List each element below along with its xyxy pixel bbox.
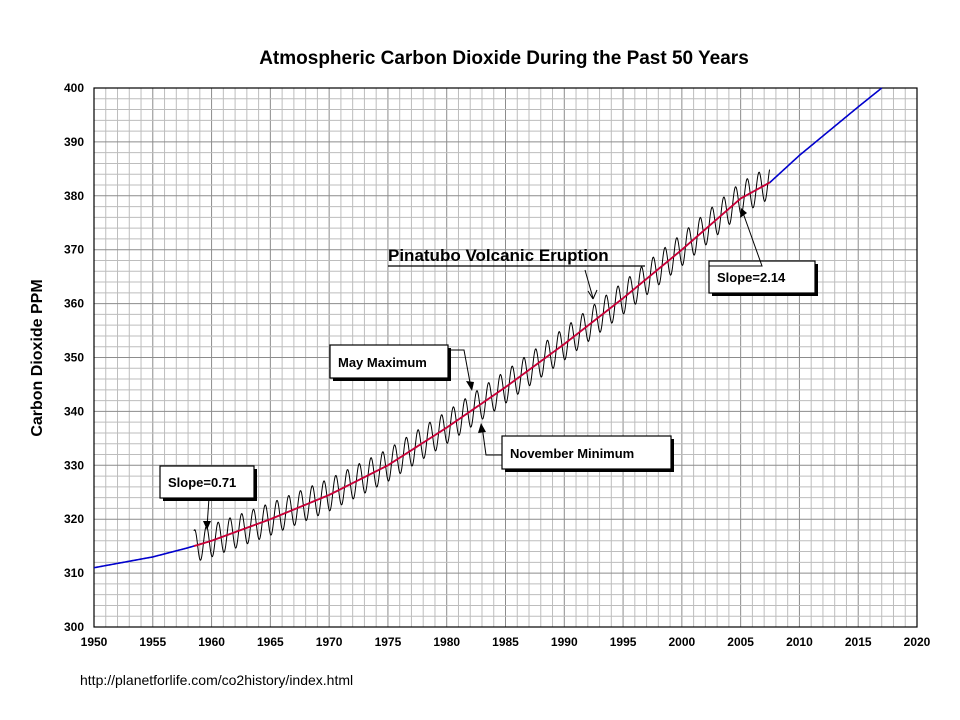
callout-may-maximum: May Maximum	[338, 355, 427, 370]
x-tick-label: 1955	[139, 635, 166, 649]
y-axis-label: Carbon Dioxide PPM	[29, 279, 46, 436]
callout-november-minimum: November Minimum	[510, 446, 634, 461]
source-url: http://planetforlife.com/co2history/inde…	[80, 672, 354, 688]
y-tick-label: 300	[64, 620, 84, 634]
x-tick-label: 1990	[551, 635, 578, 649]
callout-slope-0-71: Slope=0.71	[168, 475, 236, 490]
x-tick-label: 1980	[433, 635, 460, 649]
nov-arrowhead-icon	[478, 423, 486, 433]
annotation-pinatubo: Pinatubo Volcanic Eruption	[388, 246, 609, 265]
y-tick-label: 390	[64, 135, 84, 149]
y-tick-label: 400	[64, 81, 84, 95]
x-tick-label: 1995	[610, 635, 637, 649]
plot-frame	[93, 87, 918, 628]
y-tick-label: 360	[64, 297, 84, 311]
y-tick-label: 350	[64, 351, 84, 365]
x-tick-label: 2000	[669, 635, 696, 649]
x-tick-label: 1960	[198, 635, 225, 649]
y-tick-label: 340	[64, 404, 84, 418]
callout-nov-leader	[481, 425, 502, 456]
y-tick-label: 330	[64, 458, 84, 472]
y-tick-labels: 300 310 320 330 340 350 360 370 380 390 400	[64, 81, 84, 634]
x-tick-label: 1970	[316, 635, 343, 649]
pinatubo-arrow	[584, 269, 594, 299]
x-tick-label: 1975	[375, 635, 402, 649]
x-tick-labels: 1950 1955 1960 1965 1970 1975 1980 1985 1990 1995…	[81, 635, 931, 649]
x-tick-label: 1985	[492, 635, 519, 649]
callout-may-box	[329, 344, 449, 379]
callout-slope-0-71-box	[159, 465, 255, 499]
may-arrowhead-icon	[466, 381, 474, 391]
x-tick-label: 2010	[786, 635, 813, 649]
callout-nov-box	[501, 435, 672, 470]
callout-may-leader	[448, 349, 472, 389]
grid	[93, 87, 918, 628]
x-tick-label: 1950	[81, 635, 108, 649]
chart-title: Atmospheric Carbon Dioxide During the Pa…	[259, 48, 749, 69]
y-tick-label: 310	[64, 566, 84, 580]
pinatubo-arrowhead-icon	[587, 289, 598, 300]
series-fit-measured	[193, 181, 771, 548]
x-tick-label: 2015	[845, 635, 872, 649]
callout-slope-2-14: Slope=2.14	[717, 270, 786, 285]
x-tick-label: 2005	[727, 635, 754, 649]
y-tick-label: 370	[64, 243, 84, 257]
slope-0-71-arrowhead-icon	[203, 521, 211, 530]
y-tick-label: 380	[64, 189, 84, 203]
callout-slope-2-14-leader	[709, 209, 763, 267]
series-group	[93, 87, 883, 569]
slope-2-14-arrowhead-icon	[740, 208, 747, 218]
x-tick-label: 1965	[257, 635, 284, 649]
x-tick-label: 2020	[904, 635, 931, 649]
y-tick-label: 320	[64, 512, 84, 526]
